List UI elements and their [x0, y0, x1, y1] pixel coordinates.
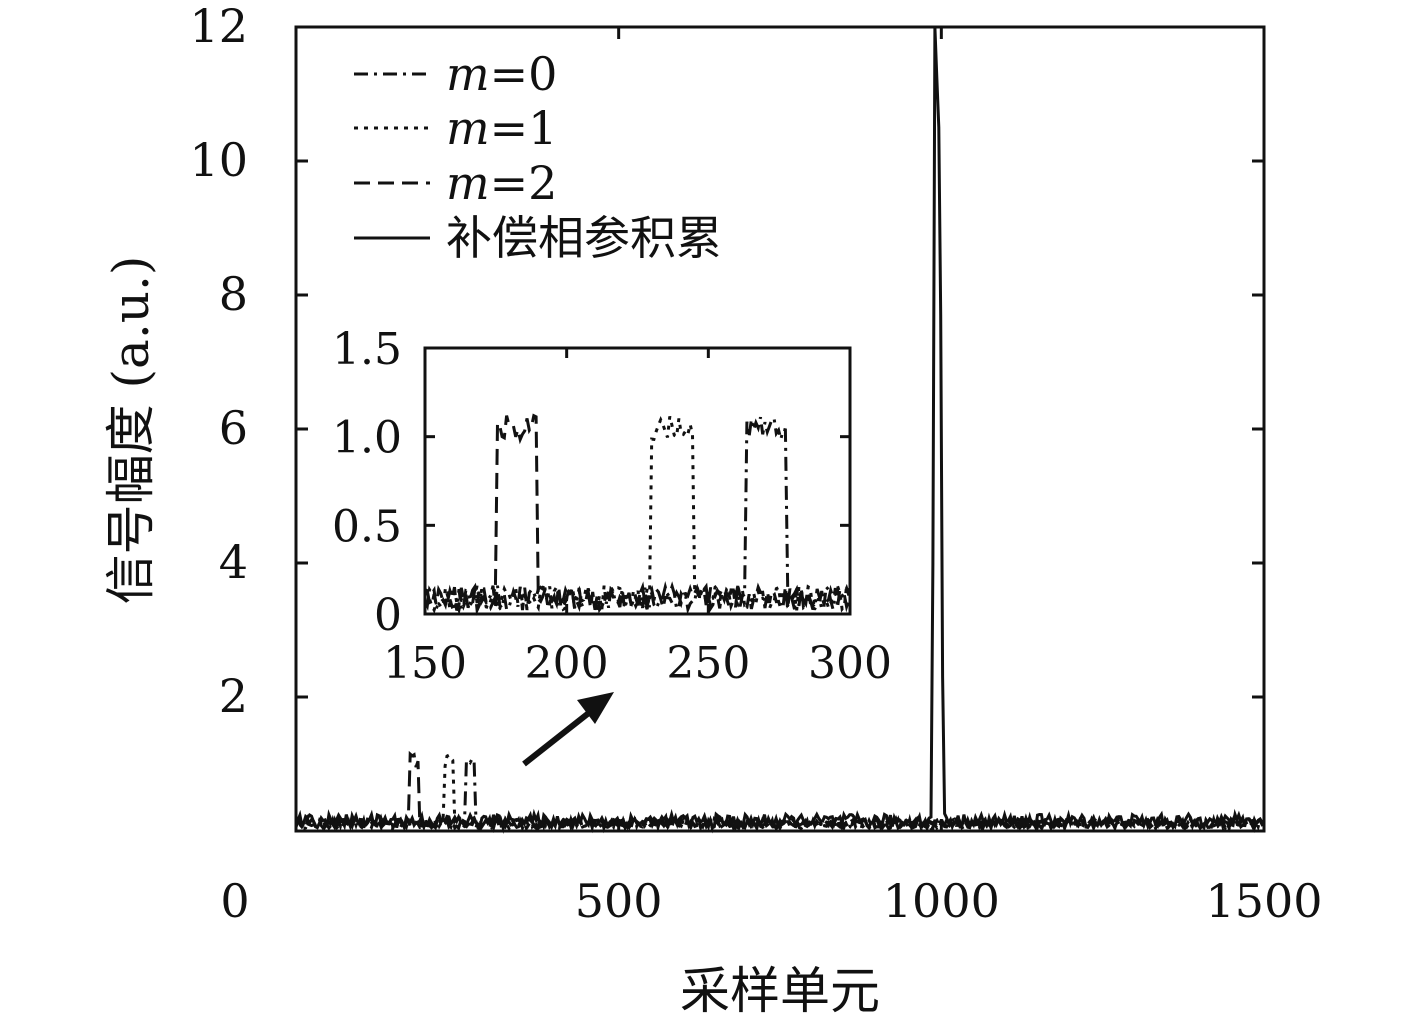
inset-y-tick-label: 1.0: [332, 413, 402, 464]
x-tick-label: 0: [220, 874, 249, 928]
y-tick-label: 6: [219, 401, 248, 455]
x-axis-title: 采样单元: [680, 962, 880, 1020]
inset-series-line-1: [423, 416, 851, 616]
main-series-line-3: [294, 26, 1266, 833]
inset-x-tick-label: 200: [525, 638, 609, 689]
inset-x-tick-label: 300: [808, 638, 892, 689]
inset-y-tick-label: 1.5: [332, 324, 402, 375]
x-tick-label: 1000: [883, 874, 1000, 928]
legend-label: 补偿相参积累: [446, 211, 722, 265]
inset-x-tick-label: 250: [666, 638, 750, 689]
x-tick-label: 500: [575, 874, 663, 928]
main-series-group: [294, 26, 1266, 835]
y-tick-label: 8: [219, 267, 248, 321]
x-tick-label: 1500: [1205, 874, 1322, 928]
legend-label: m=1: [446, 101, 557, 155]
y-tick-label: 10: [189, 133, 248, 187]
inset-arrow: [522, 692, 614, 767]
inset-series-line-2: [424, 413, 851, 614]
inset-series-group: [423, 413, 851, 616]
inset-x-tick-label: 150: [383, 638, 467, 689]
legend-label: m=2: [446, 156, 557, 210]
legend-label: m=0: [446, 47, 557, 101]
y-tick-label: 12: [189, 0, 248, 53]
inset-ticks-group: 150 200 250 300 0 0.5 1.0 1.5: [332, 324, 892, 689]
inset-y-tick-label: 0: [374, 590, 402, 641]
y-axis-title: 信号幅度 (a.u.): [102, 256, 160, 605]
inset-y-tick-label: 0.5: [332, 501, 402, 552]
y-tick-label: 2: [219, 669, 248, 723]
y-tick-label: 4: [219, 535, 248, 589]
